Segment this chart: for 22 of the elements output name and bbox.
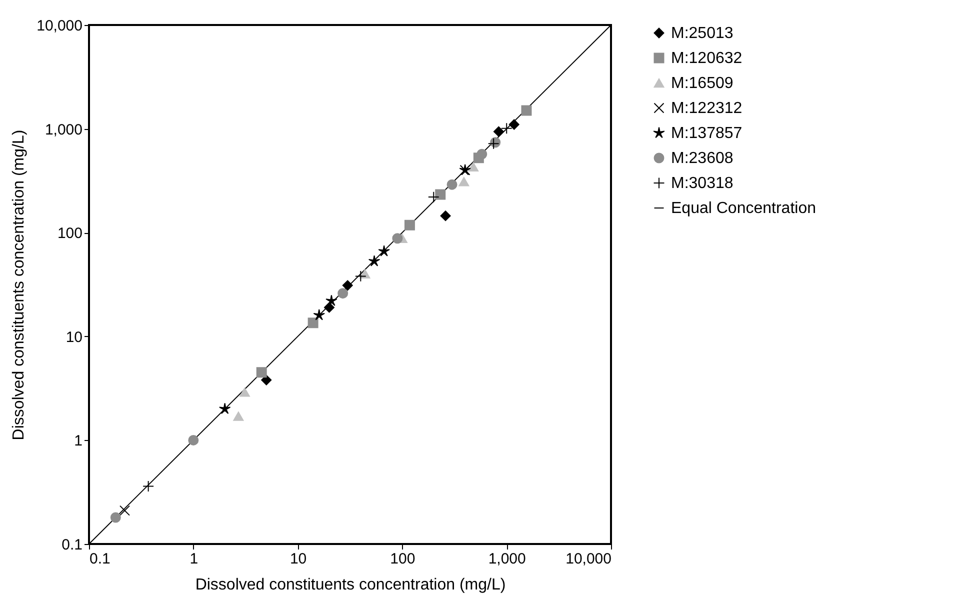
y-tick-label: 1	[74, 432, 82, 450]
x-tick-label: 10,000	[566, 550, 612, 568]
y-tick-label: 10	[66, 328, 82, 346]
x-axis-title: Dissolved constituents concentration (mg/L)	[195, 576, 506, 594]
legend-label: M:25013	[671, 25, 734, 42]
x-tick-label: 10	[290, 550, 307, 568]
legend-label: M:16509	[671, 75, 734, 92]
legend-label: M:137857	[671, 125, 742, 142]
legend-label: M:30318	[671, 175, 734, 192]
y-tick-label: 0.1	[62, 536, 82, 554]
x-tick-label: 1,000	[488, 550, 526, 568]
y-tick-label: 1,000	[44, 121, 82, 138]
y-axis-title: Dissolved constituents concentration (mg/L)	[10, 130, 28, 440]
x-tick-label: 0.1	[90, 550, 110, 568]
legend-label: Equal Concentration	[671, 200, 816, 217]
y-tick-label: 100	[57, 225, 82, 242]
legend-label: M:23608	[671, 150, 734, 167]
x-tick-label: 100	[390, 550, 416, 568]
legend-label: M:122312	[671, 100, 742, 117]
legend-label: M:120632	[671, 50, 742, 67]
x-tick-label: 1	[190, 550, 198, 568]
y-tick-label: 10,000	[36, 18, 82, 34]
